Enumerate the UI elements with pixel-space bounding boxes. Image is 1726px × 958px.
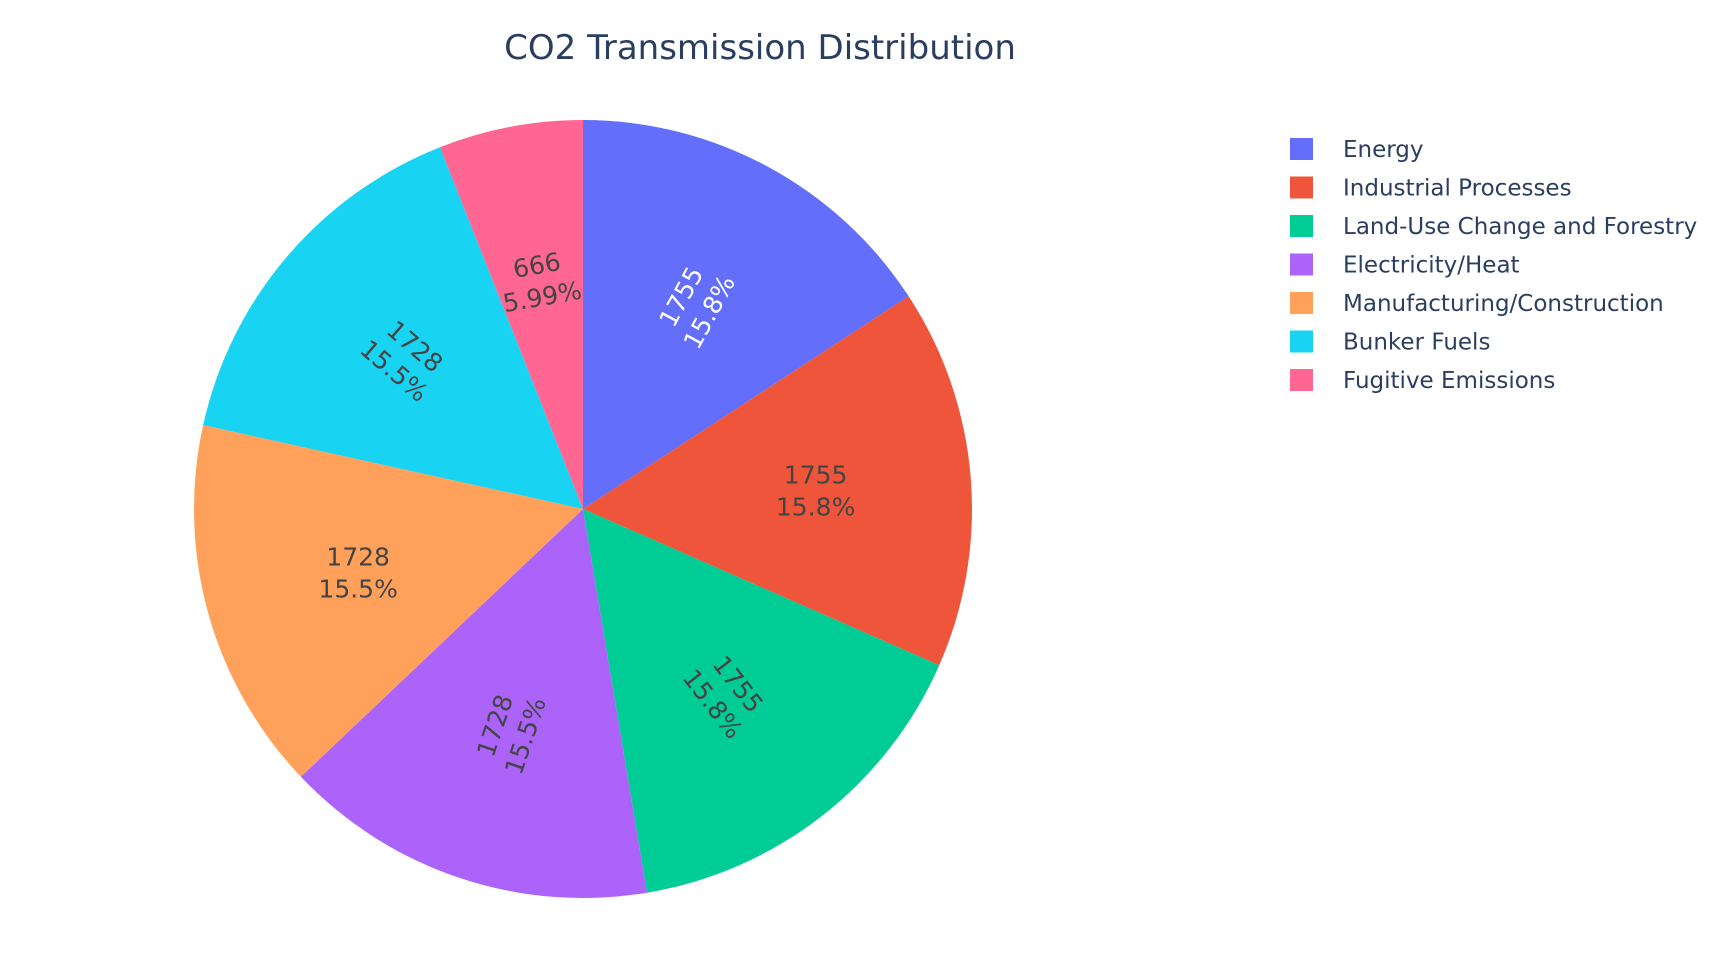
legend-item-electricity-heat[interactable]: Electricity/Heat — [1290, 253, 1520, 279]
legend-swatch — [1290, 253, 1313, 276]
pie-slice-bunker-fuels[interactable] — [203, 147, 583, 509]
chart-title: CO2 Transmission Distribution — [504, 28, 1016, 68]
legend-label: Industrial Processes — [1343, 176, 1572, 202]
slice-value-label: 1728 — [326, 542, 390, 571]
legend-label: Fugitive Emissions — [1343, 368, 1555, 394]
legend-swatch — [1290, 292, 1313, 314]
legend: Energy Industrial Processes Land-Use Chang… — [1290, 137, 1697, 394]
legend-item-fugitive-emissions[interactable]: Fugitive Emissions — [1290, 368, 1555, 394]
pie-slice-industrial-processes[interactable] — [583, 296, 972, 666]
slice-label-manufacturing-construction: 1728 15.5% — [318, 542, 397, 603]
legend-swatch — [1290, 369, 1313, 391]
legend-label: Electricity/Heat — [1343, 253, 1520, 279]
legend-item-industrial-processes[interactable]: Industrial Processes — [1290, 176, 1572, 202]
legend-swatch — [1290, 176, 1313, 199]
pie-slices — [193, 120, 972, 898]
slice-value-label: 1755 — [784, 461, 848, 490]
pie-slice-manufacturing-construction[interactable] — [193, 425, 584, 777]
slice-percent-label: 15.5% — [318, 574, 397, 603]
legend-swatch — [1290, 330, 1313, 353]
legend-label: Energy — [1343, 137, 1424, 163]
pie-slice-fugitive-emissions[interactable] — [439, 120, 583, 509]
slice-percent-label: 15.8% — [776, 493, 855, 522]
pie-slice-land-use-change-and-forestry[interactable] — [583, 509, 940, 893]
legend-item-bunker-fuels[interactable]: Bunker Fuels — [1290, 330, 1490, 356]
legend-swatch — [1290, 138, 1313, 160]
legend-label: Manufacturing/Construction — [1343, 291, 1664, 317]
legend-swatch — [1290, 215, 1313, 237]
legend-label: Land-Use Change and Forestry — [1343, 214, 1697, 240]
legend-label: Bunker Fuels — [1343, 330, 1490, 356]
legend-item-manufacturing-construction[interactable]: Manufacturing/Construction — [1290, 291, 1664, 317]
legend-item-land-use-change-and-forestry[interactable]: Land-Use Change and Forestry — [1290, 214, 1697, 240]
slice-label-industrial-processes: 1755 15.8% — [776, 461, 855, 522]
pie-slice-electricity-heat[interactable] — [300, 509, 648, 898]
pie-slice-energy[interactable] — [583, 120, 909, 509]
legend-item-energy[interactable]: Energy — [1290, 137, 1424, 163]
